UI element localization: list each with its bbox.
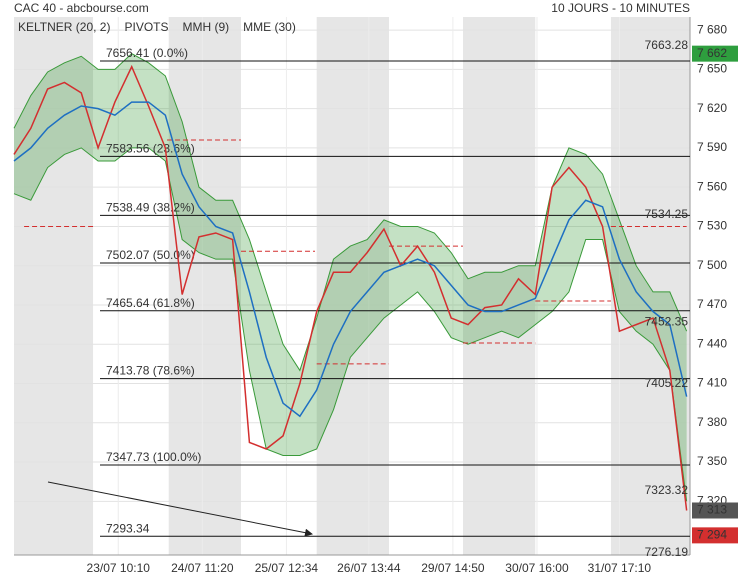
fib-label: 7293.34 bbox=[106, 521, 150, 535]
y-tick-label: 7 350 bbox=[697, 454, 727, 468]
x-tick-label: 25/07 12:34 bbox=[255, 561, 319, 575]
y-tick-label: 7 650 bbox=[697, 62, 727, 76]
keltner-lower bbox=[13, 147, 688, 502]
price-annotation: 7323.32 bbox=[645, 483, 689, 497]
y-tick-label: 7 620 bbox=[697, 101, 727, 115]
y-tick-label: 7 470 bbox=[697, 297, 727, 311]
legend-entry: PIVOTS bbox=[124, 20, 168, 34]
y-tick-label: 7 410 bbox=[697, 376, 727, 390]
legend-entry: KELTNER (20, 2) bbox=[18, 20, 110, 34]
price-annotation: 7276.19 bbox=[645, 545, 689, 559]
price-box bbox=[692, 45, 738, 62]
legend-entry: MMH (9) bbox=[183, 20, 230, 34]
price-annotation: 7405.22 bbox=[645, 376, 689, 390]
y-tick-label: 7 590 bbox=[697, 140, 727, 154]
price-box-label: 7 313 bbox=[697, 503, 727, 517]
fib-label: 7413.78 (78.6%) bbox=[106, 364, 195, 378]
fib-label: 7347.73 (100.0%) bbox=[106, 450, 201, 464]
fib-label: 7583.56 (23.6%) bbox=[106, 142, 195, 156]
price-annotation: 7452.35 bbox=[645, 314, 689, 328]
price-annotation: 7663.28 bbox=[645, 38, 689, 52]
x-tick-label: 23/07 10:10 bbox=[87, 561, 151, 575]
chart-subtitle: 10 JOURS - 10 MINUTES bbox=[551, 1, 690, 15]
keltner-upper bbox=[13, 53, 688, 372]
keltner-fill bbox=[14, 53, 687, 502]
fib-label: 7502.07 (50.0%) bbox=[106, 248, 195, 262]
y-tick-label: 7 440 bbox=[697, 336, 727, 350]
x-tick-label: 26/07 13:44 bbox=[337, 561, 401, 575]
price-annotation: 7534.25 bbox=[645, 207, 689, 221]
session-shade bbox=[168, 17, 242, 555]
series-line bbox=[13, 64, 688, 511]
y-tick-label: 7 380 bbox=[697, 415, 727, 429]
price-box bbox=[692, 502, 738, 519]
y-tick-label: 7 560 bbox=[697, 179, 727, 193]
trend-arrow bbox=[47, 481, 313, 537]
series-line bbox=[13, 101, 688, 418]
legend-entry: MME (30) bbox=[243, 20, 296, 34]
y-tick-label: 7 680 bbox=[697, 22, 727, 36]
x-tick-label: 30/07 16:00 bbox=[505, 561, 569, 575]
x-tick-label: 29/07 14:50 bbox=[421, 561, 485, 575]
fib-label: 7465.64 (61.8%) bbox=[106, 296, 195, 310]
y-tick-label: 7 530 bbox=[697, 219, 727, 233]
price-box-label: 7 294 bbox=[697, 528, 727, 542]
fib-label: 7538.49 (38.2%) bbox=[106, 200, 195, 214]
price-box-label: 7 662 bbox=[697, 46, 727, 60]
x-tick-label: 31/07 17:10 bbox=[588, 561, 652, 575]
fib-label: 7656.41 (0.0%) bbox=[106, 46, 188, 60]
y-tick-label: 7 500 bbox=[697, 258, 727, 272]
x-tick-label: 24/07 11:20 bbox=[171, 561, 234, 575]
price-box bbox=[692, 527, 738, 544]
chart-title: CAC 40 - abcbourse.com bbox=[14, 1, 149, 15]
